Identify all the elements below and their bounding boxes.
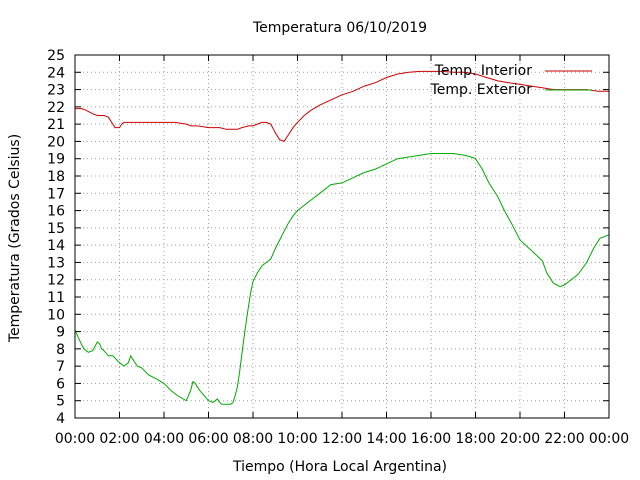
plot-frame xyxy=(74,54,610,419)
y-tick-label: 18 xyxy=(47,169,65,185)
y-tick-label: 17 xyxy=(47,186,65,202)
chart-title: Temperatura 06/10/2019 xyxy=(252,20,427,36)
y-tick-label: 21 xyxy=(47,117,65,133)
y-tick-label: 13 xyxy=(47,255,65,271)
x-tick-label: 16:00 xyxy=(411,431,451,447)
y-tick-label: 14 xyxy=(47,238,65,254)
series-line-exterior xyxy=(74,153,610,405)
x-tick-label: 22:00 xyxy=(544,431,584,447)
y-tick-label: 25 xyxy=(47,48,65,64)
y-tick-label: 22 xyxy=(47,100,65,116)
legend: Temp. Interior Temp. Exterior xyxy=(430,63,592,98)
y-tick-label: 12 xyxy=(47,273,65,289)
x-tick-label: 14:00 xyxy=(366,431,406,447)
y-tick-label: 6 xyxy=(56,376,65,392)
legend-label-exterior: Temp. Exterior xyxy=(430,82,533,98)
x-tick-label: 00:00 xyxy=(55,431,95,447)
x-tick-label: 00:00 xyxy=(589,431,629,447)
y-tick-label: 5 xyxy=(56,394,65,410)
x-tick-label: 18:00 xyxy=(455,431,495,447)
x-tick-label: 10:00 xyxy=(277,431,317,447)
y-tick-label: 11 xyxy=(47,290,65,306)
series-line-interior xyxy=(75,70,609,143)
y-tick-label: 10 xyxy=(47,307,65,323)
y-tick-label: 24 xyxy=(47,65,65,81)
y-tick-label: 8 xyxy=(56,342,65,358)
y-tick-label: 19 xyxy=(47,152,65,168)
series-layer xyxy=(74,70,610,405)
y-tick-label: 16 xyxy=(47,204,65,220)
y-tick-label: 7 xyxy=(56,359,65,375)
x-axis-label: Tiempo (Hora Local Argentina) xyxy=(232,459,447,475)
y-tick-label: 15 xyxy=(47,221,65,237)
y-axis-label: Temperatura (Grados Celsius) xyxy=(7,134,23,343)
y-tick-label: 20 xyxy=(47,134,65,150)
legend-label-interior: Temp. Interior xyxy=(434,63,533,79)
grid-layer xyxy=(75,55,609,418)
x-tick-label: 02:00 xyxy=(99,431,139,447)
x-tick-label: 12:00 xyxy=(322,431,362,447)
x-tick-label: 04:00 xyxy=(144,431,184,447)
x-tick-label: 20:00 xyxy=(500,431,540,447)
x-tick-label: 06:00 xyxy=(188,431,228,447)
y-tick-label: 4 xyxy=(56,411,65,427)
y-tick-label: 23 xyxy=(47,83,65,99)
y-tick-label: 9 xyxy=(56,325,65,341)
x-tick-label: 08:00 xyxy=(233,431,273,447)
